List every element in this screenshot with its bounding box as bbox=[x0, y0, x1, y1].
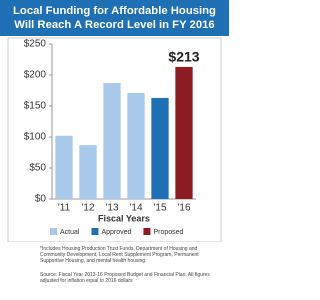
y-tick-label: $0 bbox=[35, 194, 47, 205]
y-tick-label: $250 bbox=[24, 39, 47, 50]
x-tick-label: '15 bbox=[153, 203, 166, 214]
source: Source: Fiscal Year 2013-16 Proposed Bud… bbox=[40, 272, 210, 284]
bar bbox=[103, 83, 121, 199]
x-tick-label: '11 bbox=[58, 203, 71, 214]
legend-swatch bbox=[50, 228, 57, 235]
footnote: *Includes Housing Production Trust Funds… bbox=[40, 246, 199, 264]
value-label: $213 bbox=[168, 49, 199, 65]
bar bbox=[55, 135, 73, 199]
x-tick-label: '16 bbox=[177, 203, 190, 214]
title-band: Local Funding for Affordable Housing Wil… bbox=[0, 0, 229, 36]
title-line: Will Reach A Record Level in FY 2016 bbox=[14, 19, 215, 31]
title-line: Local Funding for Affordable Housing bbox=[13, 5, 216, 17]
y-tick-label: $50 bbox=[29, 163, 46, 174]
y-tick-label: $150 bbox=[24, 101, 47, 112]
legend-label: Actual bbox=[60, 229, 80, 236]
legend-label: Proposed bbox=[153, 229, 183, 236]
x-tick-label: '14 bbox=[129, 203, 142, 214]
bar bbox=[127, 92, 145, 199]
chart-frame bbox=[7, 37, 222, 242]
y-tick-label: $100 bbox=[24, 132, 47, 143]
bar bbox=[151, 97, 169, 199]
chart: Fiscal Years $0 $50 $100 $150 $200 $250 '11 '12… bbox=[7, 37, 222, 242]
legend-label: Approved bbox=[101, 229, 131, 236]
y-tick-label: $200 bbox=[24, 70, 47, 81]
legend-swatch bbox=[91, 228, 99, 235]
bar bbox=[79, 145, 97, 199]
bar bbox=[175, 66, 193, 199]
x-axis-title: Fiscal Years bbox=[98, 213, 150, 223]
x-tick-label: '12 bbox=[81, 203, 94, 214]
x-tick-label: '13 bbox=[105, 203, 118, 214]
page: Local Funding for Affordable Housing Wil… bbox=[0, 0, 229, 284]
legend-swatch bbox=[143, 228, 151, 235]
